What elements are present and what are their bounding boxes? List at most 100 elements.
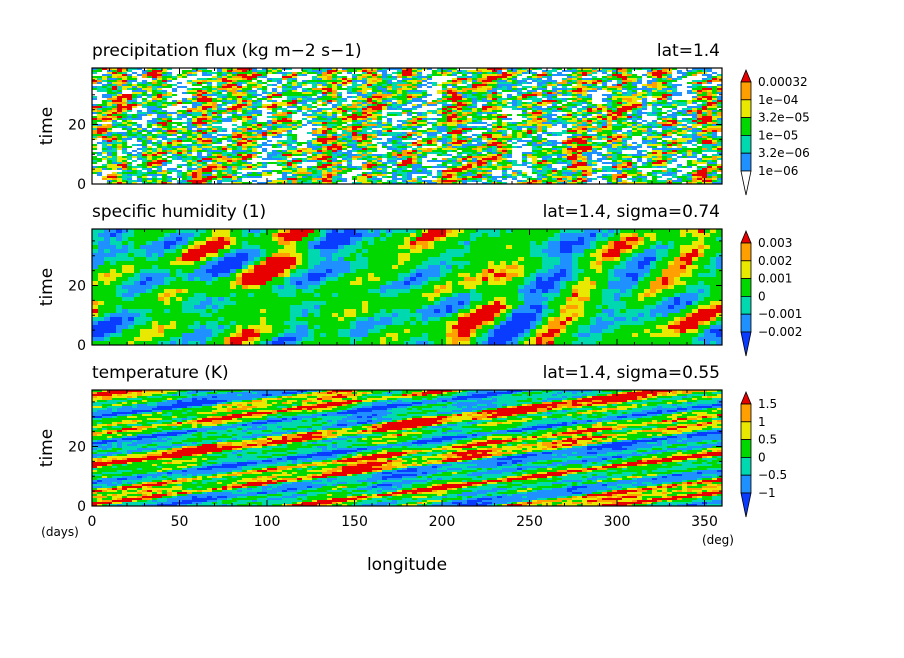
heatmap-cell (447, 118, 453, 121)
heatmap-cell (92, 90, 98, 93)
heatmap-cell (582, 142, 588, 145)
heatmap-cell (147, 116, 153, 119)
heatmap-cell (557, 102, 563, 105)
heatmap-cell (117, 126, 123, 129)
heatmap-cell (632, 102, 638, 105)
heatmap-cell (647, 100, 653, 103)
heatmap-cell (447, 116, 453, 119)
heatmap-cell (167, 146, 173, 149)
heatmap-cell (527, 96, 533, 99)
heatmap-cell (592, 72, 598, 75)
heatmap-cell (582, 132, 588, 135)
heatmap-cell (332, 94, 338, 97)
heatmap-cell (637, 126, 643, 129)
heatmap-cell (417, 140, 423, 143)
heatmap-cell (102, 102, 108, 105)
heatmap-cell (422, 90, 428, 93)
heatmap-cell (467, 84, 473, 87)
heatmap-cell (542, 128, 548, 131)
heatmap-cell (697, 108, 703, 111)
heatmap-cell (337, 104, 343, 107)
heatmap-cell (437, 108, 443, 111)
heatmap-cell (332, 86, 338, 89)
heatmap-cell (667, 82, 673, 85)
heatmap-cell (212, 88, 218, 91)
heatmap-cell (577, 138, 583, 141)
heatmap-cell (197, 90, 203, 93)
heatmap-cell (347, 134, 353, 137)
heatmap-cell (627, 70, 633, 73)
heatmap-cell (317, 144, 323, 147)
heatmap-cell (272, 70, 278, 73)
heatmap-cell (377, 128, 383, 131)
heatmap-cell (342, 98, 348, 101)
heatmap-cell (497, 84, 503, 87)
heatmap-cell (617, 78, 623, 81)
heatmap-cell (272, 104, 278, 107)
heatmap-cell (452, 76, 458, 79)
heatmap-cell (387, 116, 393, 119)
heatmap-cell (412, 104, 418, 107)
heatmap-cell (192, 140, 198, 143)
heatmap-cell (642, 78, 648, 81)
heatmap-cell (357, 102, 363, 105)
heatmap-cell (352, 110, 358, 113)
heatmap-cell (652, 116, 658, 119)
heatmap-cell (262, 126, 268, 129)
heatmap-cell (337, 124, 343, 127)
heatmap-cell (322, 72, 328, 75)
heatmap-cell (97, 100, 103, 103)
heatmap-cell (107, 142, 113, 145)
heatmap-cell (487, 120, 493, 123)
heatmap-cell (442, 120, 448, 123)
heatmap-cell (122, 104, 128, 107)
heatmap-cell (312, 90, 318, 93)
heatmap-cell (587, 96, 593, 99)
heatmap-cell (667, 142, 673, 145)
heatmap-cell (702, 78, 708, 81)
heatmap-cell (702, 122, 708, 125)
heatmap-cell (252, 102, 258, 105)
heatmap-cell (112, 72, 118, 75)
heatmap-cell (242, 76, 248, 79)
heatmap-cell (627, 68, 633, 71)
heatmap-cell (237, 144, 243, 147)
heatmap-cell (557, 136, 563, 139)
heatmap-cell (357, 134, 363, 137)
heatmap-cell (677, 116, 683, 119)
heatmap-cell (302, 70, 308, 73)
heatmap-cell (677, 142, 683, 145)
heatmap-cell (347, 88, 353, 91)
heatmap-cell (172, 98, 178, 101)
heatmap-cell (287, 68, 293, 71)
heatmap-cell (462, 104, 468, 107)
heatmap-cell (692, 130, 698, 133)
heatmap-cell (102, 84, 108, 87)
heatmap-cell (342, 78, 348, 81)
heatmap-cell (167, 98, 173, 101)
heatmap-cell (362, 92, 368, 95)
heatmap-cell (257, 128, 263, 131)
heatmap-cell (527, 90, 533, 93)
heatmap-cell (477, 82, 483, 85)
heatmap-cell (707, 114, 713, 117)
heatmap-cell (397, 96, 403, 99)
heatmap-cell (92, 120, 98, 123)
heatmap-cell (467, 92, 473, 95)
heatmap-cell (462, 146, 468, 149)
heatmap-cell (202, 140, 208, 143)
heatmap-cell (467, 72, 473, 75)
heatmap-cell (252, 72, 258, 75)
heatmap-cell (212, 112, 218, 115)
heatmap-cell (207, 82, 213, 85)
heatmap-cell (367, 74, 373, 77)
heatmap-cell (302, 118, 308, 121)
heatmap-cell (292, 138, 298, 141)
heatmap-cell (627, 82, 633, 85)
heatmap-cell (137, 68, 143, 71)
heatmap-cell (632, 124, 638, 127)
heatmap-cell (532, 76, 538, 79)
heatmap-cell (267, 122, 273, 125)
heatmap-cell (642, 136, 648, 139)
heatmap-cell (672, 142, 678, 145)
